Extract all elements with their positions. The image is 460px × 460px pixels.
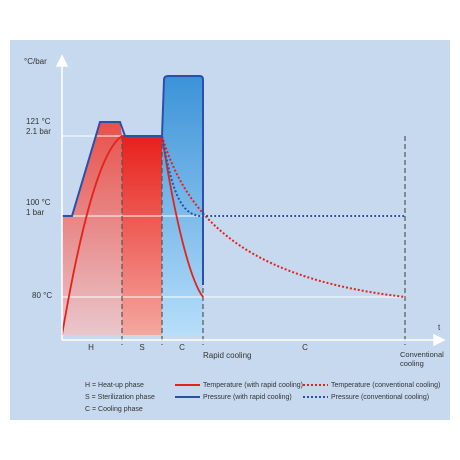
temperature-rapid [61, 135, 204, 336]
marker-label: Conventional cooling [400, 350, 444, 368]
phase-label: S [139, 343, 144, 352]
phase-lines [121, 136, 406, 345]
legend-label: Pressure (conventional cooling) [331, 394, 429, 401]
pressure-conventional [161, 135, 405, 217]
level-label: 2.1 bar [26, 127, 51, 136]
level-label: 80 °C [32, 291, 52, 300]
legend-label: Pressure (with rapid cooling) [203, 394, 292, 401]
marker-label-box: Conventional cooling [400, 350, 444, 368]
temperature-conventional [161, 135, 406, 298]
pressure-rapid [62, 75, 204, 285]
heat-up-area [62, 122, 122, 335]
x-unit: t [438, 323, 441, 332]
phase-key: S = Sterilization phase [85, 394, 155, 401]
level-label: 1 bar [26, 208, 45, 217]
marker-label: Rapid cooling [203, 351, 251, 360]
phase-key: C = Cooling phase [85, 406, 143, 413]
y-unit: °C/bar [24, 57, 47, 66]
legend-label: Temperature (with rapid cooling) [203, 382, 303, 389]
phase-label: H [88, 343, 94, 352]
axes [55, 54, 446, 347]
sterilization-area [122, 136, 162, 335]
phase-label: C [179, 343, 185, 352]
phase-key: H = Heat-up phase [85, 382, 144, 389]
legend-label: Temperature (conventional cooling) [331, 382, 440, 389]
phase-label: C [302, 343, 308, 352]
level-label: 121 °C [26, 117, 51, 126]
level-label: 100 °C [26, 198, 51, 207]
